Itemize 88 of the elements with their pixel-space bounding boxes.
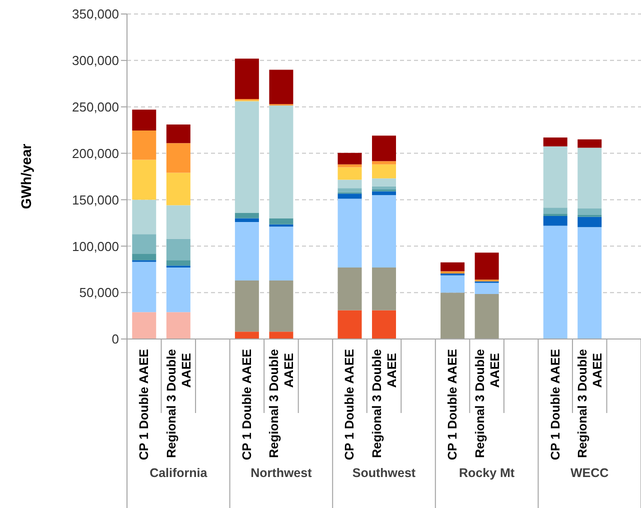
- bar: [132, 312, 156, 339]
- bar: [132, 234, 156, 254]
- bar: [372, 186, 396, 190]
- bar: [338, 164, 362, 168]
- bar: [474, 252, 499, 280]
- text: Southwest: [352, 466, 416, 480]
- bar: [372, 136, 396, 162]
- y-tick-label: 250,000: [72, 99, 119, 114]
- bar: [338, 152, 362, 164]
- bar: [338, 310, 362, 339]
- bar: [440, 271, 465, 274]
- x-tick-label: Regional 3 Double AAEE: [472, 348, 502, 458]
- bar: [166, 238, 190, 260]
- text: Rocky Mt: [459, 466, 516, 480]
- bar: [440, 275, 465, 293]
- bar: [372, 178, 396, 186]
- bar: [234, 280, 259, 332]
- bar: [166, 143, 190, 173]
- bar: [543, 138, 568, 146]
- y-axis-title: GWh/year: [18, 143, 34, 210]
- bar: [269, 226, 294, 280]
- y-tick-label: 100,000: [72, 238, 119, 254]
- bar: [166, 260, 190, 266]
- bar: [234, 58, 259, 99]
- y-tick-label: 300,000: [72, 53, 119, 68]
- bar: [132, 200, 156, 234]
- bar: [474, 294, 499, 339]
- bar: [269, 70, 294, 104]
- bar: [132, 254, 156, 260]
- bar: [166, 268, 190, 312]
- x-tick-label: Regional 3 Double AAEE: [370, 348, 399, 458]
- bar: [474, 282, 499, 294]
- bar: [543, 226, 568, 339]
- bar: [372, 191, 396, 196]
- bar: [338, 167, 362, 180]
- y-tick-label: 350,000: [72, 6, 119, 22]
- bar: [234, 212, 259, 218]
- bar: [234, 222, 259, 280]
- bar: [132, 160, 156, 200]
- x-tick-label: CP 1 Double AAEE: [342, 349, 357, 460]
- bar: [543, 216, 568, 226]
- x-tick-label: Regional 3 Double AAEE: [164, 348, 194, 458]
- x-tick-label: Regional 3 Double AAEE: [576, 348, 605, 458]
- bar: [372, 195, 396, 268]
- x-tick-label: CP 1 Double AAEE: [446, 349, 460, 460]
- bar: [543, 208, 568, 214]
- x-tick-label: CP 1 Double AAEE: [240, 349, 254, 460]
- bar: [234, 332, 259, 339]
- bar: [338, 188, 362, 192]
- x-tick-label: CP 1 Double AAEE: [548, 349, 562, 460]
- bar: [372, 268, 396, 310]
- bar: [132, 110, 156, 131]
- bar: [234, 218, 259, 222]
- bar: [132, 130, 156, 160]
- bar: [269, 280, 294, 332]
- y-tick-label: 200,000: [72, 146, 119, 161]
- bar: [578, 148, 602, 209]
- bar: [578, 227, 602, 339]
- bar: [269, 105, 294, 218]
- bar: [578, 139, 602, 148]
- bar: [166, 312, 190, 339]
- bar: [440, 292, 465, 339]
- x-tick-label: CP 1 Double AAEE: [137, 349, 152, 460]
- bar: [440, 262, 465, 272]
- bar: [578, 216, 602, 228]
- bar: [338, 180, 362, 188]
- text: California: [150, 466, 208, 480]
- text: Northwest: [250, 466, 313, 480]
- x-tick-label: Regional 3 Double AAEE: [267, 348, 296, 458]
- text: WECC: [570, 466, 609, 480]
- bar: [166, 124, 190, 144]
- bar: [372, 164, 396, 178]
- y-tick-label: 50,000: [79, 285, 119, 300]
- bar: [578, 208, 602, 216]
- bar: [338, 194, 362, 199]
- bar: [372, 161, 396, 164]
- bar: [338, 198, 362, 268]
- bar: [132, 262, 156, 312]
- bar: [269, 218, 294, 224]
- bar: [543, 146, 568, 208]
- bar: [372, 310, 396, 339]
- bar: [166, 172, 190, 206]
- bar: [234, 101, 259, 213]
- y-tick-label: 0: [112, 332, 119, 347]
- y-tick-label: 150,000: [72, 192, 119, 208]
- bar: [338, 268, 362, 310]
- bar: [166, 205, 190, 239]
- bar: [269, 332, 294, 339]
